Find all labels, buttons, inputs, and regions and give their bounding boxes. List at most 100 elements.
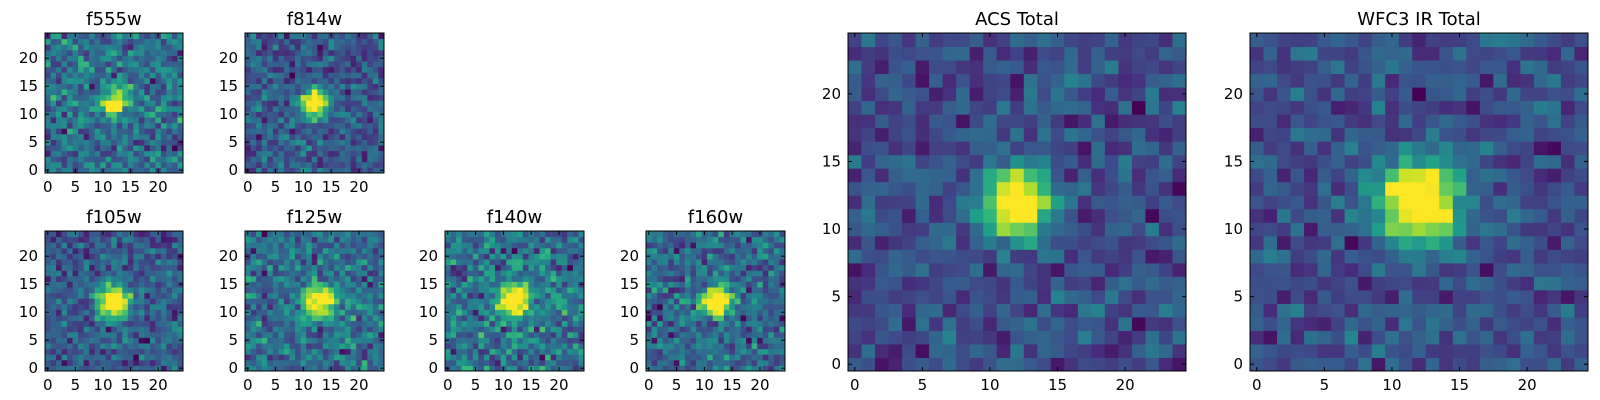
heatmap-cell bbox=[160, 303, 167, 310]
heatmap-cell bbox=[1023, 46, 1038, 61]
heatmap-cell bbox=[306, 298, 313, 305]
heatmap-cell bbox=[311, 303, 318, 310]
heatmap-cell bbox=[177, 44, 184, 51]
heatmap-cell bbox=[250, 94, 257, 101]
heatmap-cell bbox=[361, 292, 368, 299]
heatmap-cell bbox=[372, 309, 379, 316]
heatmap-cell bbox=[1439, 208, 1454, 223]
heatmap-cell bbox=[94, 270, 101, 277]
heatmap-cell bbox=[283, 150, 290, 157]
heatmap-cell bbox=[773, 348, 780, 355]
heatmap-cell bbox=[339, 139, 346, 146]
heatmap-cell bbox=[289, 33, 296, 40]
heatmap-cell bbox=[61, 72, 68, 79]
heatmap-cell bbox=[902, 46, 917, 61]
heatmap-cell bbox=[1425, 276, 1440, 291]
heatmap-cell bbox=[261, 89, 268, 96]
heatmap-cell bbox=[100, 139, 107, 146]
heatmap-cell bbox=[1104, 316, 1119, 331]
heatmap-cell bbox=[295, 247, 302, 254]
y-tick-label: 15 bbox=[19, 275, 38, 293]
heatmap-cell bbox=[83, 122, 90, 129]
heatmap-cell bbox=[861, 195, 876, 210]
heatmap-cell bbox=[929, 181, 944, 196]
heatmap-cell bbox=[272, 128, 279, 135]
heatmap-cell bbox=[166, 275, 173, 282]
heatmap-cell bbox=[261, 111, 268, 118]
heatmap-cell bbox=[718, 247, 725, 254]
heatmap-cell bbox=[261, 38, 268, 45]
heatmap-cell bbox=[333, 231, 341, 238]
heatmap-cell bbox=[723, 231, 730, 238]
heatmap-cell bbox=[272, 100, 279, 107]
heatmap-cell bbox=[511, 264, 518, 271]
heatmap-cell bbox=[333, 44, 341, 51]
heatmap-cell bbox=[149, 331, 156, 338]
heatmap-cell bbox=[171, 264, 178, 271]
heatmap-cell bbox=[561, 242, 568, 249]
heatmap-cell bbox=[306, 156, 313, 163]
heatmap-cell bbox=[511, 298, 518, 305]
heatmap-cell bbox=[345, 247, 352, 254]
heatmap-cell bbox=[160, 111, 167, 118]
heatmap-cell bbox=[367, 161, 374, 168]
heatmap-cell bbox=[1131, 154, 1146, 169]
heatmap-cell bbox=[495, 270, 502, 277]
heatmap-cell bbox=[278, 72, 285, 79]
heatmap-cell bbox=[56, 94, 63, 101]
heatmap-cell bbox=[561, 331, 568, 338]
heatmap-cell bbox=[356, 303, 363, 310]
heatmap-cell bbox=[133, 128, 140, 135]
heatmap-cell bbox=[1145, 33, 1160, 48]
heatmap-cell bbox=[751, 337, 758, 344]
heatmap-cell bbox=[89, 270, 96, 277]
heatmap-cell bbox=[773, 242, 780, 249]
heatmap-cell bbox=[550, 242, 557, 249]
heatmap-cell bbox=[144, 298, 151, 305]
heatmap-cell bbox=[339, 326, 346, 333]
heatmap-cell bbox=[1466, 276, 1481, 291]
heatmap-cell bbox=[100, 117, 107, 124]
heatmap-cell bbox=[67, 326, 74, 333]
heatmap-cell bbox=[1560, 289, 1575, 304]
heatmap-cell bbox=[278, 320, 285, 327]
heatmap-cell bbox=[127, 55, 134, 62]
heatmap-cell bbox=[746, 259, 753, 266]
heatmap-cell bbox=[1277, 303, 1292, 318]
heatmap-cell bbox=[306, 309, 313, 316]
heatmap-cell bbox=[311, 343, 318, 350]
heatmap-cell bbox=[345, 49, 352, 56]
heatmap-cell bbox=[127, 83, 134, 90]
heatmap-cell bbox=[773, 298, 780, 305]
heatmap-cell bbox=[328, 247, 335, 254]
heatmap-cell bbox=[133, 292, 140, 299]
heatmap-cell bbox=[306, 275, 313, 282]
heatmap-cell bbox=[550, 303, 557, 310]
heatmap-cell bbox=[45, 259, 52, 266]
heatmap-cell bbox=[668, 331, 675, 338]
heatmap-cell bbox=[261, 100, 268, 107]
heatmap-cell bbox=[478, 343, 485, 350]
heatmap-cell bbox=[256, 359, 263, 366]
heatmap-cell bbox=[267, 55, 274, 62]
heatmap-cell bbox=[472, 242, 479, 249]
heatmap-cell bbox=[712, 354, 719, 361]
heatmap-cell bbox=[155, 281, 162, 288]
heatmap-cell bbox=[1091, 100, 1106, 115]
heatmap-cell bbox=[122, 44, 129, 51]
heatmap-cell bbox=[1452, 208, 1467, 223]
heatmap-cell bbox=[657, 320, 664, 327]
heatmap-cell bbox=[572, 242, 579, 249]
heatmap-cell bbox=[522, 315, 529, 322]
heatmap-cell bbox=[1158, 343, 1173, 358]
heatmap-cell bbox=[467, 298, 474, 305]
heatmap-cell bbox=[250, 111, 257, 118]
heatmap-cell bbox=[155, 275, 162, 282]
heatmap-cell bbox=[1331, 222, 1346, 237]
heatmap-cell bbox=[133, 83, 140, 90]
heatmap-cell bbox=[707, 365, 714, 372]
heatmap-cell bbox=[983, 235, 998, 250]
heatmap-cell bbox=[311, 150, 318, 157]
heatmap-cell bbox=[295, 270, 302, 277]
heatmap-cell bbox=[378, 77, 385, 84]
